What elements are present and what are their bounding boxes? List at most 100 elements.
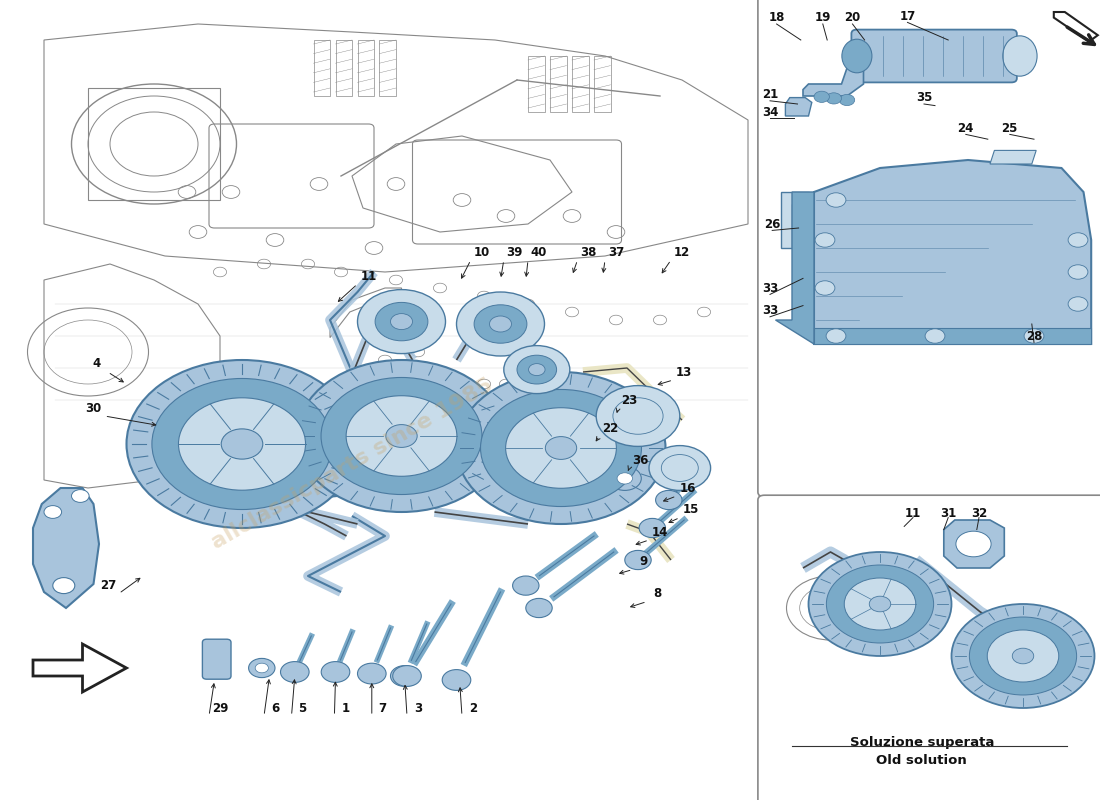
Text: 16: 16 xyxy=(680,482,695,494)
Circle shape xyxy=(221,429,263,459)
Circle shape xyxy=(528,363,544,375)
Circle shape xyxy=(321,662,350,682)
Circle shape xyxy=(390,314,412,330)
Circle shape xyxy=(386,425,417,447)
Bar xyxy=(379,40,396,96)
Circle shape xyxy=(969,617,1077,695)
Text: 13: 13 xyxy=(676,366,692,378)
Text: 20: 20 xyxy=(845,11,860,24)
Circle shape xyxy=(490,316,512,332)
Ellipse shape xyxy=(857,34,1028,78)
Circle shape xyxy=(639,518,665,538)
Bar xyxy=(88,88,220,200)
Text: 26: 26 xyxy=(764,218,780,230)
FancyBboxPatch shape xyxy=(851,30,1016,82)
Polygon shape xyxy=(1054,12,1098,42)
Text: 35: 35 xyxy=(916,91,932,104)
Circle shape xyxy=(546,437,576,459)
Circle shape xyxy=(249,658,275,678)
Text: 40: 40 xyxy=(531,246,547,258)
FancyBboxPatch shape xyxy=(758,0,1100,497)
Text: 28: 28 xyxy=(1026,330,1042,342)
Text: 4: 4 xyxy=(92,358,101,370)
Text: 1: 1 xyxy=(341,702,350,714)
Bar xyxy=(358,40,374,96)
Text: 38: 38 xyxy=(581,246,596,258)
Text: 33: 33 xyxy=(762,304,778,317)
Circle shape xyxy=(656,490,682,510)
Circle shape xyxy=(126,360,358,528)
Polygon shape xyxy=(814,328,1091,344)
Circle shape xyxy=(517,355,557,384)
Text: allclassicparts since 1985: allclassicparts since 1985 xyxy=(208,375,496,553)
Circle shape xyxy=(358,290,446,354)
Text: 5: 5 xyxy=(298,702,307,714)
Text: 21: 21 xyxy=(762,88,778,101)
Circle shape xyxy=(815,281,835,295)
Bar xyxy=(0,0,759,800)
Text: 6: 6 xyxy=(271,702,279,714)
FancyBboxPatch shape xyxy=(202,639,231,679)
Text: 37: 37 xyxy=(608,246,624,258)
Circle shape xyxy=(1012,648,1034,664)
Bar xyxy=(550,56,566,112)
Text: 15: 15 xyxy=(683,503,698,516)
Circle shape xyxy=(814,91,829,102)
Bar xyxy=(572,56,588,112)
Circle shape xyxy=(53,578,75,594)
Circle shape xyxy=(925,329,945,343)
Circle shape xyxy=(1068,265,1088,279)
Text: 33: 33 xyxy=(762,282,778,294)
Bar xyxy=(594,56,610,112)
Polygon shape xyxy=(33,488,99,608)
Text: 22: 22 xyxy=(603,422,618,434)
Circle shape xyxy=(608,466,641,490)
Circle shape xyxy=(393,666,421,686)
Circle shape xyxy=(280,662,309,682)
Polygon shape xyxy=(990,150,1036,164)
Text: 11: 11 xyxy=(905,507,921,520)
Text: 27: 27 xyxy=(100,579,116,592)
Text: 36: 36 xyxy=(632,454,648,466)
Circle shape xyxy=(44,506,62,518)
Text: 7: 7 xyxy=(378,702,387,714)
Circle shape xyxy=(152,378,332,510)
Circle shape xyxy=(321,378,482,494)
Circle shape xyxy=(456,292,544,356)
Circle shape xyxy=(375,302,428,341)
Circle shape xyxy=(513,576,539,595)
Circle shape xyxy=(526,598,552,618)
Polygon shape xyxy=(231,381,418,507)
Text: 19: 19 xyxy=(815,11,830,24)
Circle shape xyxy=(442,670,471,690)
Text: 30: 30 xyxy=(86,402,101,414)
Text: 8: 8 xyxy=(653,587,662,600)
Text: 10: 10 xyxy=(474,246,490,258)
Text: Old solution: Old solution xyxy=(877,754,967,766)
Text: 23: 23 xyxy=(621,394,637,406)
Text: 11: 11 xyxy=(361,270,376,282)
Circle shape xyxy=(839,94,855,106)
Circle shape xyxy=(474,305,527,343)
Bar xyxy=(528,56,544,112)
Circle shape xyxy=(178,398,306,490)
Circle shape xyxy=(1068,297,1088,311)
Circle shape xyxy=(72,490,89,502)
Text: 24: 24 xyxy=(958,122,974,134)
Circle shape xyxy=(506,408,616,488)
Circle shape xyxy=(596,386,680,446)
Circle shape xyxy=(617,473,632,484)
Text: 18: 18 xyxy=(769,11,784,24)
Ellipse shape xyxy=(1003,36,1037,76)
Bar xyxy=(336,40,352,96)
Circle shape xyxy=(504,346,570,394)
Text: 32: 32 xyxy=(971,507,987,520)
Text: 3: 3 xyxy=(414,702,422,714)
Text: 25: 25 xyxy=(1002,122,1018,134)
Circle shape xyxy=(625,550,651,570)
Circle shape xyxy=(988,630,1058,682)
Polygon shape xyxy=(803,60,864,96)
Circle shape xyxy=(456,372,666,524)
Text: 9: 9 xyxy=(639,555,648,568)
Polygon shape xyxy=(814,160,1091,344)
